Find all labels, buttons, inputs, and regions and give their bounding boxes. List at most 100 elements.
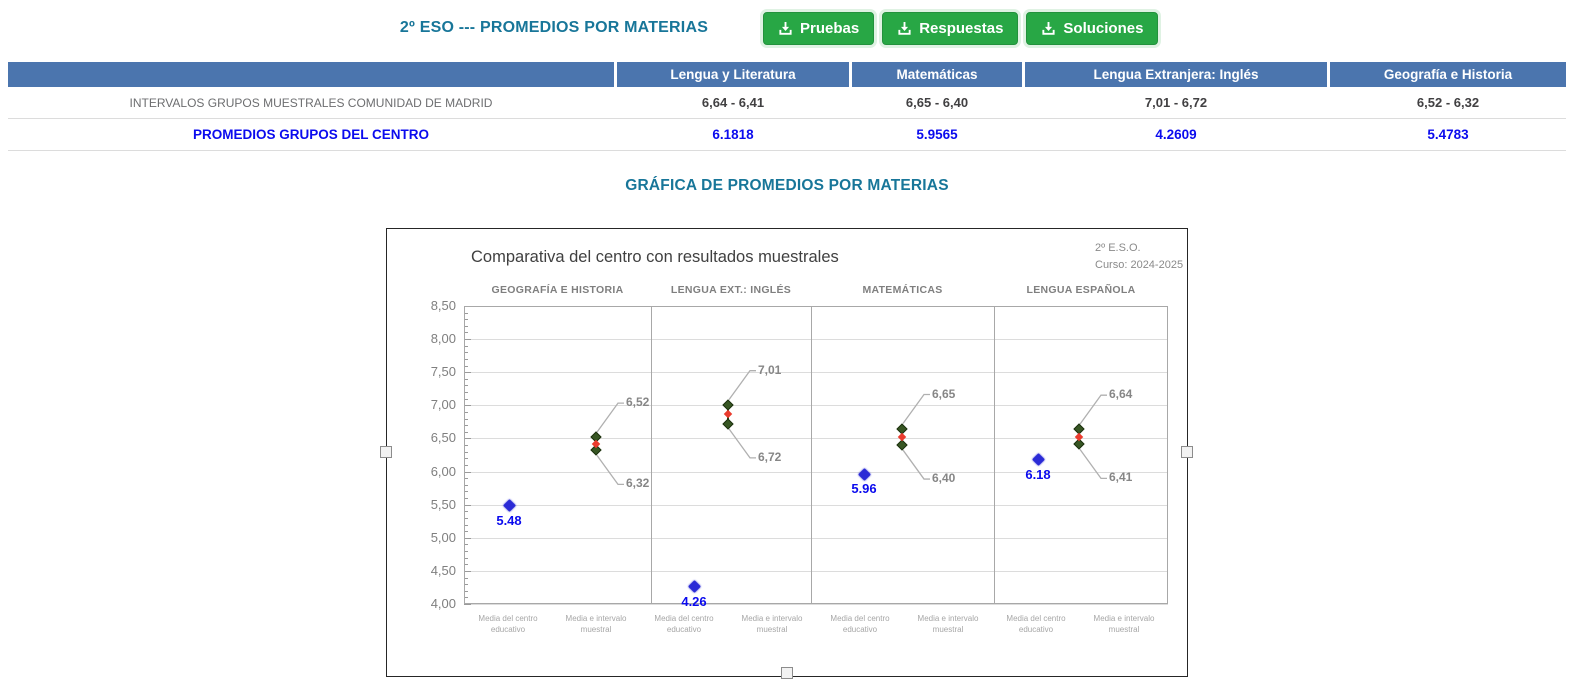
gridline — [464, 438, 1168, 440]
pruebas-download-button[interactable]: Pruebas — [763, 12, 875, 45]
chart-resize-handle-bottom[interactable] — [781, 667, 793, 679]
y-axis-tick-mark — [464, 464, 468, 466]
gridline — [464, 405, 1168, 407]
chart-canvas: 8,50 8,00 7,50 7,00 6,50 6,00 5,50 5,00 4,50 4,00… — [387, 229, 1187, 676]
y-axis-tick-mark — [464, 312, 468, 314]
y-axis-tick-label: 8,50 — [430, 298, 456, 313]
interval-low-label: 6,41 — [1109, 470, 1133, 485]
download-icon — [898, 21, 911, 35]
y-axis-tick-mark — [464, 438, 471, 440]
interval-low-label: 6,40 — [932, 471, 956, 486]
panel-subject-label: LENGUA ESPAÑOLA — [1026, 284, 1136, 296]
panel-subject-label: LENGUA EXT.: INGLÉS — [670, 284, 792, 296]
y-axis-tick-mark — [464, 471, 471, 473]
y-axis-tick-label: 6,00 — [430, 463, 456, 479]
panel-separator — [651, 306, 652, 604]
interval-high-label: 6,65 — [932, 386, 956, 401]
table-row-intervalos: INTERVALOS GRUPOS MUESTRALES COMUNIDAD D… — [8, 87, 1566, 119]
center-mean-value: 4.26 — [681, 593, 707, 609]
y-axis-tick-mark — [464, 358, 468, 360]
table-row-promedios: PROMEDIOS GRUPOS DEL CENTRO 6.1818 5.956… — [8, 119, 1566, 151]
y-axis-tick-mark — [464, 584, 468, 586]
cell-value: 6.1818 — [712, 127, 754, 142]
cell-value: 6,64 - 6,41 — [701, 95, 765, 110]
cell-value: 6,65 - 6,40 — [905, 95, 969, 110]
y-axis-tick-mark — [464, 445, 468, 447]
interval-high-label: 6,64 — [1109, 387, 1133, 402]
table-header-lengua-literatura: Lengua y Literatura — [617, 62, 849, 87]
row-label: PROMEDIOS GRUPOS DEL CENTRO — [192, 127, 430, 142]
y-axis-tick-mark — [464, 378, 468, 380]
y-axis-tick-mark — [464, 365, 468, 367]
chart-annotation-course: 2º E.S.O. — [1095, 242, 1141, 254]
comparative-chart: 8,50 8,00 7,50 7,00 6,50 6,00 5,50 5,00 4,50 4,00… — [380, 228, 1193, 679]
cell-value: 5.9565 — [916, 127, 958, 142]
y-axis-tick-mark — [464, 557, 468, 559]
chart-resize-handle-left[interactable] — [380, 446, 392, 458]
y-axis-tick-mark — [464, 604, 471, 605]
results-table: Lengua y Literatura Matemáticas Lengua E… — [8, 62, 1566, 151]
gridline — [464, 570, 1168, 572]
y-axis-tick-mark — [464, 451, 468, 453]
row-label: INTERVALOS GRUPOS MUESTRALES COMUNIDAD D… — [129, 95, 493, 110]
y-axis-tick-mark — [464, 431, 468, 433]
y-axis-tick-mark — [464, 332, 468, 334]
y-axis-tick-mark — [464, 517, 468, 519]
chart-resize-handle-right[interactable] — [1181, 446, 1193, 458]
table-header-empty — [8, 62, 614, 87]
y-axis-tick-mark — [464, 405, 471, 407]
y-axis-tick-mark — [464, 597, 468, 599]
center-mean-value: 6.18 — [1025, 466, 1051, 482]
y-axis-tick-mark — [464, 478, 468, 480]
soluciones-button-label: Soluciones — [1063, 20, 1144, 37]
y-axis-tick-mark — [464, 339, 471, 341]
y-axis-tick-label: 5,50 — [430, 496, 456, 512]
chart-annotation-year: Curso: 2024-2025 — [1095, 259, 1184, 271]
cell-value: 4.2609 — [1155, 127, 1197, 142]
download-icon — [779, 21, 792, 35]
panel-separator — [994, 306, 995, 604]
x-category-label: Media del centro educativo — [654, 614, 714, 634]
y-axis-tick-mark — [464, 392, 468, 394]
download-button-group: Pruebas Respuestas Soluciones — [763, 12, 1159, 45]
x-category-label: Media del centro educativo — [1006, 614, 1066, 634]
y-axis-tick-mark — [464, 491, 468, 493]
respuestas-download-button[interactable]: Respuestas — [882, 12, 1019, 45]
table-header-geografia-historia: Geografía e Historia — [1330, 62, 1566, 87]
y-axis-tick-label: 7,50 — [430, 364, 456, 380]
cell-value: 7,01 - 6,72 — [1144, 95, 1208, 110]
y-axis-tick-mark — [464, 385, 468, 387]
x-category-label: Media e intervalo muestral — [917, 614, 979, 634]
chart-section-title: GRÁFICA DE PROMEDIOS POR MATERIAS — [625, 177, 949, 194]
y-axis-tick-label: 4,50 — [430, 562, 456, 578]
center-mean-value: 5.48 — [496, 512, 522, 528]
y-axis-tick-mark — [464, 511, 468, 513]
x-category-label: Media del centro educativo — [478, 614, 538, 634]
y-axis-tick-mark — [464, 531, 468, 533]
respuestas-button-label: Respuestas — [919, 20, 1004, 37]
gridline — [464, 604, 1168, 605]
y-axis-tick-mark — [464, 564, 468, 566]
panel-subject-label: GEOGRAFÍA E HISTORIA — [491, 284, 624, 296]
y-axis-tick-mark — [464, 524, 468, 526]
x-category-label: Media del centro educativo — [830, 614, 890, 634]
y-axis-tick-label: 6,50 — [430, 430, 456, 446]
interval-low-label: 6,32 — [626, 476, 650, 491]
y-axis-tick-label: 8,00 — [430, 331, 456, 347]
x-category-label: Media e intervalo muestral — [741, 614, 803, 634]
y-axis-tick-mark — [464, 458, 468, 460]
table-header-row: Lengua y Literatura Matemáticas Lengua E… — [8, 62, 1566, 87]
y-axis-tick-mark — [464, 398, 468, 400]
page-title: 2º ESO --- PROMEDIOS POR MATERIAS — [399, 19, 709, 36]
y-axis-tick-mark — [464, 484, 468, 486]
y-axis-tick-label: 7,00 — [430, 397, 456, 413]
gridline — [464, 504, 1168, 506]
soluciones-download-button[interactable]: Soluciones — [1026, 12, 1159, 45]
interval-high-label: 7,01 — [758, 362, 782, 377]
pruebas-button-label: Pruebas — [800, 20, 860, 37]
cell-value: 6,52 - 6,32 — [1416, 95, 1480, 110]
y-axis-tick-mark — [464, 590, 468, 592]
panel-subject-label: MATEMÁTICAS — [862, 284, 943, 296]
table-header-lengua-extranjera: Lengua Extranjera: Inglés — [1025, 62, 1327, 87]
